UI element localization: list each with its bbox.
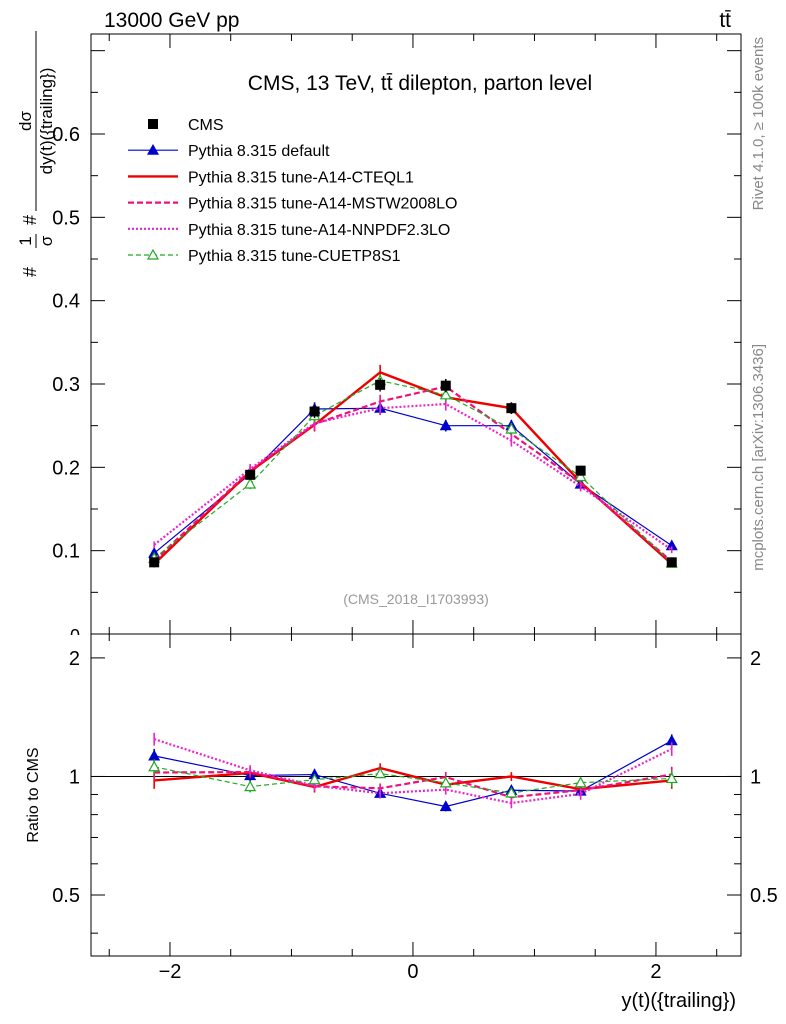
legend-marker-cuetp [146, 248, 160, 260]
y-label-hash-1: # [20, 267, 40, 277]
ratio-line-cuetp [154, 766, 672, 794]
legend-label-default: Pythia 8.315 default [188, 143, 330, 160]
marker-cuetp [244, 477, 257, 489]
y-tick-label: 0.4 [52, 291, 80, 313]
series-default [148, 401, 678, 558]
series-line-cteql1 [153, 370, 673, 565]
y-label-num-1: 1 [16, 236, 35, 245]
x-axis-label: y(t)({trailing}) [622, 990, 736, 1012]
ratio-tick-label-right: 0.5 [750, 885, 778, 907]
ratio-tick-label: 2 [69, 648, 80, 670]
ratio-marker-cuetp [439, 776, 452, 788]
ratio-marker-cuetp [665, 772, 678, 784]
ratio-series-cteql1 [153, 763, 673, 795]
y-label-den-2: dy(t)({trailing}) [37, 68, 56, 175]
ratio-tick-labels: 0.5 0.5 1 1 2 2 [52, 648, 778, 907]
legend-label-cuetp: Pythia 8.315 tune-CUETP8S1 [188, 248, 401, 265]
x-tick-label: 0 [407, 961, 418, 983]
series-line-nnpdf [153, 402, 673, 551]
legend: CMS Pythia 8.315 default Pythia 8.315 tune… [128, 117, 457, 265]
ratio-line-cteql1 [154, 766, 672, 791]
process-label: tt̄ [719, 9, 731, 32]
ratio-marker-cuetp [574, 776, 587, 788]
y-tick-label: 0.5 [52, 207, 80, 229]
ratio-marker-default [148, 749, 161, 761]
series-line-default [153, 407, 673, 554]
ratio-series-nnpdf [153, 732, 673, 809]
y-axis-label: # 1 σ # dσ dy(t)({trailing}) [16, 31, 56, 277]
series-cms [149, 378, 677, 568]
ratio-marker-default [439, 800, 452, 812]
y-tick-label: 0.1 [52, 541, 80, 563]
ratio-y-label: Ratio to CMS [25, 747, 42, 842]
cms-point [575, 465, 586, 476]
x-tick-labels: −2 0 2 [159, 961, 662, 983]
cms-point [309, 406, 320, 417]
y-tick-label: 0.3 [52, 374, 80, 396]
cms-point [666, 557, 677, 568]
analysis-id: (CMS_2018_I1703993) [343, 591, 489, 607]
legend-label-cms: CMS [188, 117, 224, 134]
legend-label-nnpdf: Pythia 8.315 tune-A14-NNPDF2.3LO [188, 222, 450, 239]
marker-cuetp [439, 388, 452, 400]
ratio-plot-frame [90, 633, 742, 957]
cms-point [440, 380, 451, 391]
chart-title: CMS, 13 TeV, tt̄ dilepton, parton level [248, 72, 592, 95]
ratio-tick-label-right: 2 [750, 648, 761, 670]
series-cuetp [148, 374, 678, 568]
ratio-tick-label: 0.5 [52, 885, 80, 907]
cms-point [506, 403, 517, 414]
series-nnpdf [153, 397, 673, 554]
y-tick-labels: 0.1 0.2 0.3 0.4 0.5 0.6 [52, 124, 80, 563]
y-tick-label: 0.2 [52, 457, 80, 479]
ratio-series-cuetp [148, 759, 678, 798]
y-label-den-1: σ [37, 235, 56, 246]
legend-marker-cms [148, 119, 158, 129]
cms-point [245, 469, 256, 480]
marker-default [439, 419, 452, 431]
ratio-tick-label: 1 [69, 766, 80, 788]
ratio-marker-cuetp [308, 773, 321, 785]
series-line-mstw [153, 385, 673, 563]
ratio-marker-cuetp [148, 760, 161, 772]
legend-label-mstw: Pythia 8.315 tune-A14-MSTW2008LO [188, 196, 457, 213]
y-tick-label: 0.6 [52, 124, 80, 146]
mcplots-label: mcplots.cern.ch [arXiv:1306.3436] [750, 344, 767, 571]
cms-point [149, 557, 160, 568]
y-label-num-2: dσ [16, 111, 35, 131]
x-tick-label: 2 [650, 961, 661, 983]
ratio-marker-cuetp [244, 780, 257, 792]
series-cteql1 [153, 364, 673, 568]
ratio-layer [148, 732, 678, 812]
legend-marker-default [146, 143, 160, 155]
ratio-marker-cuetp [505, 786, 518, 798]
zero-label-mask [60, 635, 90, 647]
legend-label-cteql1: Pythia 8.315 tune-A14-CTEQL1 [188, 169, 414, 186]
x-tick-label: −2 [159, 961, 182, 983]
marker-cuetp [505, 422, 518, 434]
series-layer [148, 364, 678, 568]
energy-label: 13000 GeV pp [104, 9, 239, 32]
cms-point [375, 379, 386, 390]
y-label-hash-2: # [20, 215, 40, 225]
marker-cuetp [574, 470, 587, 482]
rivet-label: Rivet 4.1.0, ≥ 100k events [750, 37, 767, 210]
series-line-cuetp [153, 380, 673, 564]
ratio-line-nnpdf [153, 738, 673, 805]
ratio-tick-label-right: 1 [750, 766, 761, 788]
ratio-marker-cuetp [374, 767, 387, 779]
